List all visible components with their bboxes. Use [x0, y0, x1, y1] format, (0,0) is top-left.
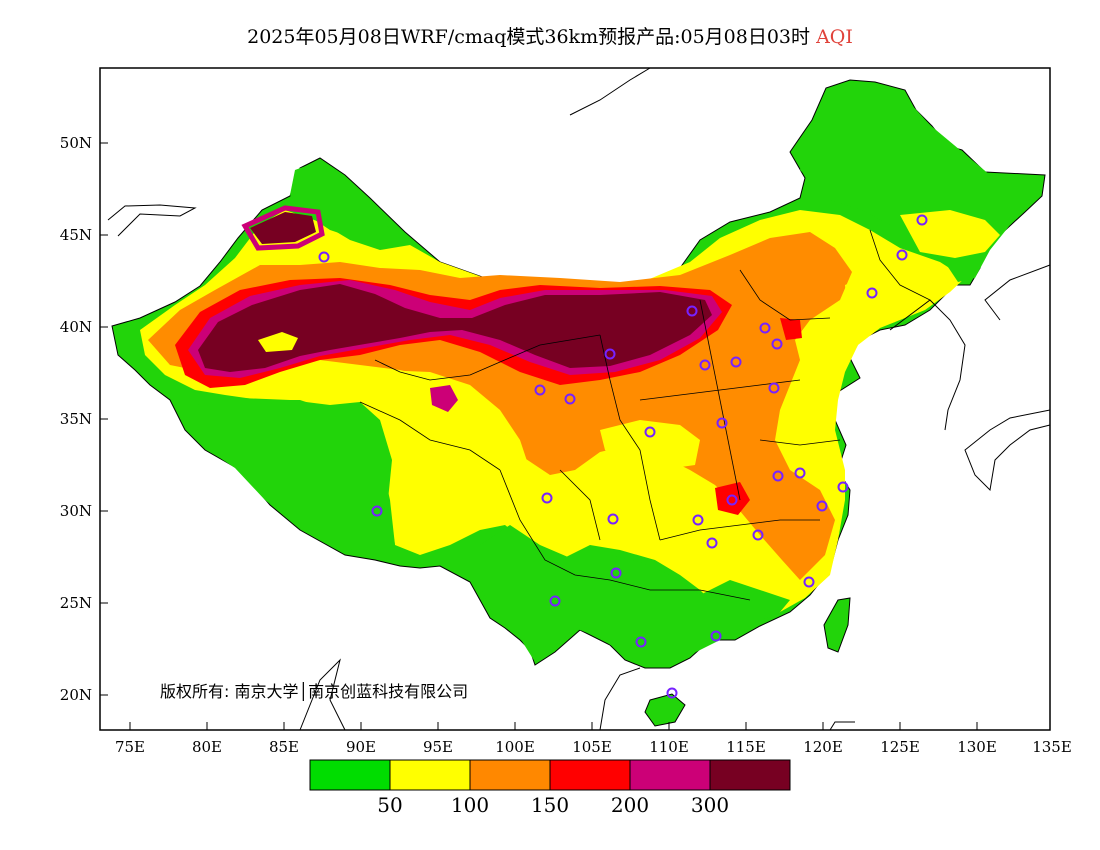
city-marker — [549, 595, 561, 607]
city-marker — [710, 630, 722, 642]
coastlines — [107, 67, 1051, 731]
lat-tick-label: 50N — [60, 134, 92, 152]
lon-tick-label: 120E — [803, 738, 843, 756]
yellow-island-ne — [845, 275, 915, 332]
lat-tick-label: 45N — [60, 226, 92, 244]
city-marker — [752, 529, 764, 541]
city-marker — [771, 338, 783, 350]
lon-tick-label: 85E — [269, 738, 299, 756]
lon-tick-label: 75E — [115, 738, 145, 756]
red-patch-central — [715, 482, 750, 515]
city-marker — [794, 467, 806, 479]
lat-tick-label: 20N — [60, 686, 92, 704]
city-marker — [318, 251, 330, 263]
legend-label: 100 — [451, 793, 489, 817]
city-marker — [644, 426, 656, 438]
legend-label: 200 — [611, 793, 649, 817]
city-marker — [803, 576, 815, 588]
city-marker — [534, 384, 546, 396]
city-marker — [699, 359, 711, 371]
map-title: 2025年05月08日WRF/cmaq模式36km预报产品:05月08日03时 … — [0, 22, 1100, 49]
copyright-text: 版权所有: 南京大学│南京创蓝科技有限公司 — [160, 681, 468, 701]
city-marker — [896, 249, 908, 261]
city-marker — [692, 514, 704, 526]
yellow-hole-west — [258, 332, 298, 352]
lon-tick-label: 95E — [423, 738, 453, 756]
city-marker — [816, 500, 828, 512]
green-patch-tibet — [190, 398, 395, 552]
magenta-ring-north — [241, 205, 325, 251]
lon-tick-label: 130E — [957, 738, 997, 756]
city-marker — [610, 567, 622, 579]
city-marker — [706, 537, 718, 549]
lon-tick-label: 105E — [572, 738, 612, 756]
city-marker — [866, 287, 878, 299]
lon-tick-label: 100E — [495, 738, 535, 756]
title-variable: AQI — [816, 26, 853, 48]
legend-swatch-100-150 — [469, 759, 551, 791]
map-frame — [99, 67, 1051, 731]
lon-tick-label: 125E — [880, 738, 920, 756]
lat-tick-label: 30N — [60, 502, 92, 520]
lon-tick-label: 110E — [649, 738, 689, 756]
city-marker — [607, 513, 619, 525]
city-marker — [635, 636, 647, 648]
green-patch-south — [480, 525, 790, 665]
city-marker — [604, 348, 616, 360]
lon-tick-label: 90E — [346, 738, 376, 756]
aqi-legend: 50 100 150 200 300 — [309, 759, 791, 817]
city-marker — [916, 214, 928, 226]
legend-label: 150 — [531, 793, 569, 817]
yellow-island-east — [600, 420, 700, 470]
lat-tick-label: 40N — [60, 318, 92, 336]
aqi-band-over-300 — [198, 284, 712, 372]
city-marker — [759, 322, 771, 334]
legend-label: 50 — [377, 793, 402, 817]
legend-swatch-150-200 — [549, 759, 631, 791]
city-marker — [716, 417, 728, 429]
city-marker — [726, 494, 738, 506]
city-marker — [371, 505, 383, 517]
lon-axis: 75E 80E 85E 90E 95E 100E 105E 110E 115E … — [115, 722, 1072, 756]
city-marker — [730, 356, 742, 368]
yellow-island-center — [380, 370, 530, 480]
city-marker — [666, 687, 678, 699]
magenta-patch-tibet — [430, 385, 458, 412]
lon-tick-label: 80E — [192, 738, 222, 756]
city-marker — [564, 393, 576, 405]
red-patch-north — [780, 318, 802, 340]
legend-label: 300 — [691, 793, 729, 817]
lat-axis: 50N 45N 40N 35N 30N 25N 20N — [60, 134, 108, 704]
legend-swatch-0-50 — [309, 759, 391, 791]
yellow-patch-ne — [900, 210, 1000, 258]
city-marker — [686, 305, 698, 317]
legend-swatch-over-300 — [709, 759, 791, 791]
city-marker — [541, 492, 553, 504]
legend-swatch-50-100 — [389, 759, 471, 791]
green-patch-northwest — [290, 160, 390, 240]
city-marker — [837, 481, 849, 493]
city-marker — [768, 382, 780, 394]
city-marker — [772, 470, 784, 482]
maroon-patch-north — [250, 212, 316, 244]
city-markers — [318, 214, 928, 699]
title-main: 2025年05月08日WRF/cmaq模式36km预报产品:05月08日03时 — [247, 26, 811, 48]
lat-tick-label: 25N — [60, 594, 92, 612]
lon-tick-label: 135E — [1032, 738, 1072, 756]
lat-tick-label: 35N — [60, 410, 92, 428]
lon-tick-label: 115E — [726, 738, 766, 756]
legend-swatch-200-300 — [629, 759, 711, 791]
hainan-region — [644, 693, 686, 727]
taiwan-region — [823, 597, 851, 653]
